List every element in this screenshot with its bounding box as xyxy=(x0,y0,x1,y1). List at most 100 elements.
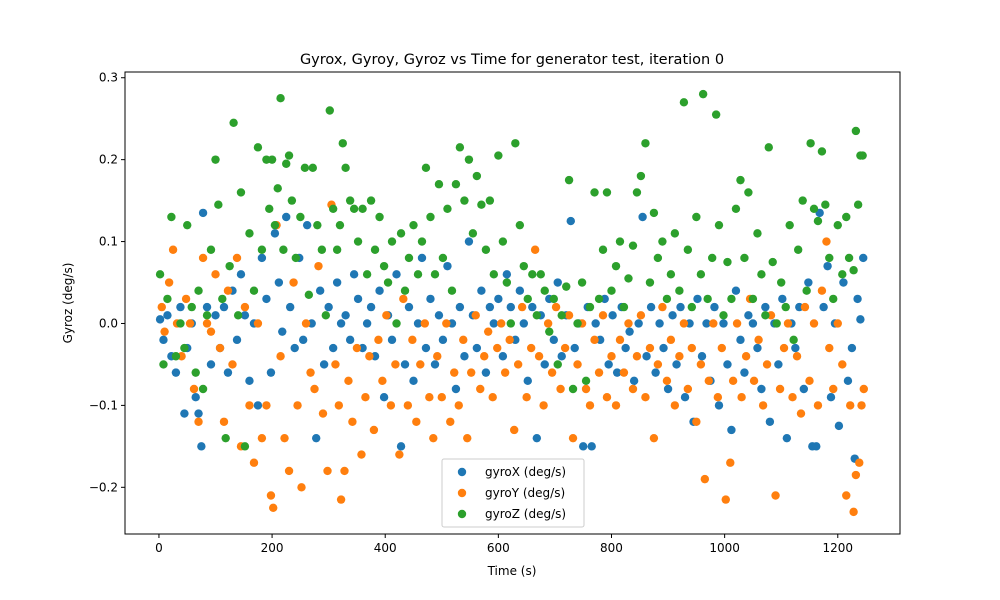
point-s2-78 xyxy=(480,352,489,361)
point-s3-23 xyxy=(245,229,254,238)
point-s1-166 xyxy=(847,343,857,353)
x-tick-label: 600 xyxy=(487,541,510,555)
point-s3-165 xyxy=(821,200,830,209)
point-s1-13 xyxy=(202,302,212,312)
y-tick-label: −0.1 xyxy=(89,398,118,412)
point-s1-26 xyxy=(257,253,267,263)
point-s2-94 xyxy=(547,368,557,377)
point-s2-168 xyxy=(855,458,864,467)
point-s2-105 xyxy=(594,368,604,377)
legend-marker-2 xyxy=(457,488,467,498)
point-s3-28 xyxy=(265,204,274,213)
legend-label-2: gyroY (deg/s) xyxy=(485,486,565,500)
point-s2-24 xyxy=(257,433,267,443)
point-s1-63 xyxy=(413,319,423,328)
point-s2-62 xyxy=(412,417,421,426)
point-s2-66 xyxy=(429,433,438,443)
point-s2-29 xyxy=(276,352,285,361)
point-s1-28 xyxy=(266,368,276,377)
point-s1-99 xyxy=(566,216,575,226)
point-s3-71 xyxy=(430,270,440,279)
point-s1-87 xyxy=(515,286,525,295)
point-s2-70 xyxy=(446,417,455,426)
point-s1-2 xyxy=(163,311,172,320)
point-s1-141 xyxy=(744,311,753,320)
point-s3-64 xyxy=(400,286,410,295)
point-s1-78 xyxy=(477,286,486,295)
point-s3-118 xyxy=(628,241,638,250)
point-s3-40 xyxy=(304,290,314,300)
point-s2-65 xyxy=(425,393,434,402)
point-s1-47 xyxy=(345,335,355,345)
series-1 xyxy=(155,208,868,463)
point-s3-90 xyxy=(511,139,520,148)
point-s1-66 xyxy=(426,294,435,304)
legend-box xyxy=(441,458,585,528)
point-s3-94 xyxy=(528,270,537,279)
point-s1-124 xyxy=(672,360,681,369)
point-s2-150 xyxy=(783,319,793,328)
point-s3-122 xyxy=(645,278,655,287)
point-s3-66 xyxy=(409,220,418,230)
point-s3-38 xyxy=(296,212,305,222)
point-s3-81 xyxy=(472,171,482,181)
point-s3-133 xyxy=(692,212,701,222)
point-s3-125 xyxy=(658,237,667,246)
x-tick-label: 0 xyxy=(155,541,163,555)
point-s2-46 xyxy=(344,376,353,386)
point-s2-69 xyxy=(442,319,451,328)
point-s2-39 xyxy=(318,409,328,418)
point-s2-138 xyxy=(732,319,742,328)
point-s3-39 xyxy=(300,163,310,173)
x-tick-label: 1200 xyxy=(823,541,854,555)
point-s1-133 xyxy=(710,302,719,312)
point-s3-73 xyxy=(438,253,448,263)
point-s3-34 xyxy=(282,159,291,168)
x-tick-label: 400 xyxy=(374,541,397,555)
point-s2-58 xyxy=(395,450,404,459)
point-s3-143 xyxy=(731,204,741,213)
point-s2-55 xyxy=(382,311,391,320)
point-s1-154 xyxy=(799,384,809,394)
point-s2-170 xyxy=(859,384,868,394)
point-s3-70 xyxy=(426,212,435,222)
point-s2-47 xyxy=(348,417,357,426)
point-s2-20 xyxy=(240,302,250,312)
point-s2-75 xyxy=(467,368,476,377)
point-s3-119 xyxy=(632,188,642,197)
point-s1-112 xyxy=(621,343,630,353)
point-s2-116 xyxy=(641,393,650,402)
point-s2-83 xyxy=(500,368,510,377)
point-s1-137 xyxy=(727,425,736,435)
point-s3-6 xyxy=(180,343,189,353)
point-s3-140 xyxy=(719,311,728,320)
point-s1-14 xyxy=(206,360,216,369)
point-s2-26 xyxy=(266,491,276,500)
point-s2-8 xyxy=(189,384,199,394)
point-s3-59 xyxy=(379,261,389,271)
point-s3-77 xyxy=(455,143,465,152)
point-s1-12 xyxy=(198,208,208,218)
point-s1-22 xyxy=(240,311,250,320)
point-s3-114 xyxy=(611,261,621,271)
point-s3-89 xyxy=(506,319,515,328)
point-s1-70 xyxy=(443,261,452,271)
point-s2-132 xyxy=(709,319,718,328)
point-s1-110 xyxy=(612,368,622,377)
point-s3-29 xyxy=(267,155,277,164)
y-tick-label: 0.2 xyxy=(99,153,118,167)
point-s3-86 xyxy=(494,151,503,160)
point-s1-81 xyxy=(489,319,499,328)
point-s1-85 xyxy=(506,302,515,312)
point-s3-174 xyxy=(853,200,863,209)
point-s3-162 xyxy=(809,204,819,213)
point-s2-11 xyxy=(202,319,212,328)
point-s3-67 xyxy=(413,270,423,279)
point-s3-19 xyxy=(229,118,238,127)
point-s1-89 xyxy=(523,376,532,386)
point-s2-23 xyxy=(253,319,263,328)
point-s3-115 xyxy=(615,237,625,246)
point-s1-138 xyxy=(731,286,741,295)
point-s1-143 xyxy=(753,343,762,353)
